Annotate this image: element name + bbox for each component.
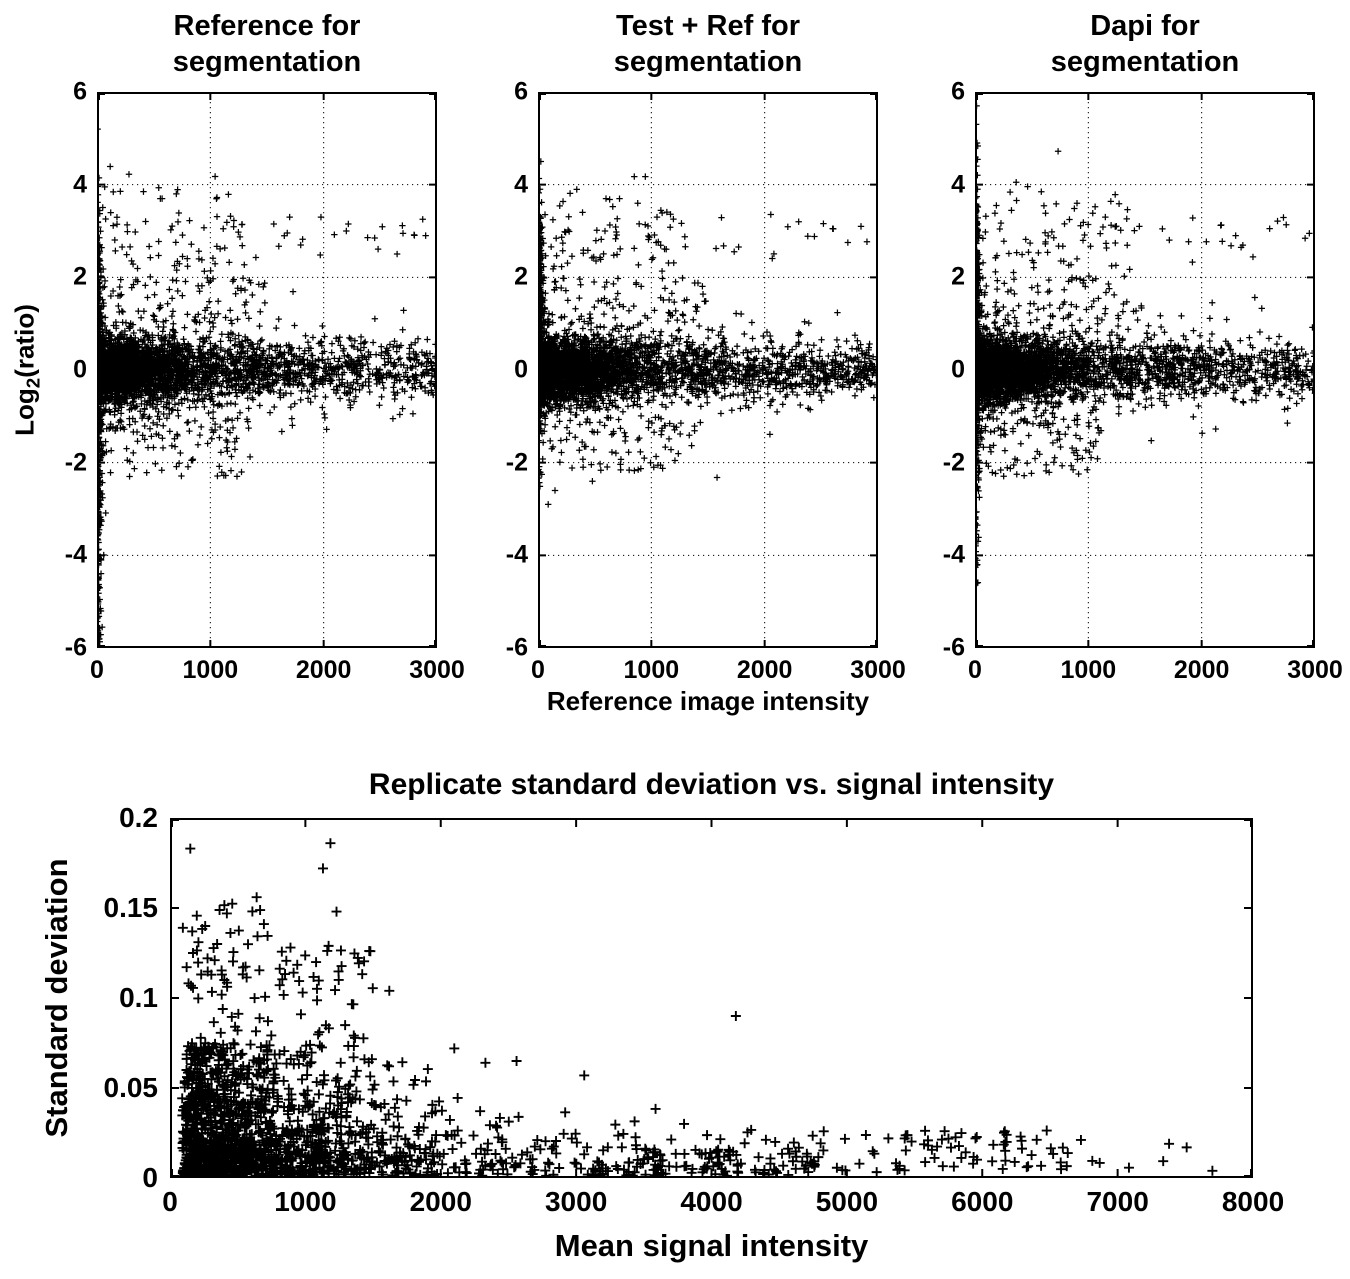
y-tick-label: 0.15 [103,892,159,923]
y-axis-label-standard-deviation: Standard deviation [39,858,74,1138]
y-tick-label: 0 [73,355,87,384]
x-tick-label: 2000 [1173,656,1230,684]
scatter-canvas-reference [97,92,437,648]
scatter-plot-test-ref: Test + Ref for segmentation -6 -4 -2 0 2 4 6 0 1… [506,10,906,685]
y-tick-label: -2 [942,448,965,477]
x-tick-label: 0 [968,656,982,684]
chart-title-replicate-sd: Replicate standard deviation vs. signal … [368,768,1055,801]
x-tick-label: 3000 [850,656,906,684]
scatter-plot-replicate-sd: Replicate standard deviation vs. signal … [104,768,1285,1263]
scatter-canvas-dapi [975,92,1315,648]
scatter-plot-dapi: Dapi for segmentation -6 -4 -2 0 2 4 6 0 1000 200… [943,10,1343,685]
y-tick-label: 6 [514,77,528,106]
y-tick-label: 4 [514,170,528,199]
scatter-canvas-replicate-sd [170,818,1253,1178]
x-tick-label: 3000 [409,656,465,684]
ylabel-text: Log [9,388,40,436]
y-tick-label: 4 [951,170,965,199]
x-axis-label-reference-intensity: Reference image intensity [546,686,870,716]
y-axis-label-log2-ratio: Log2(ratio) [9,304,44,436]
x-tick-label: 1000 [1060,656,1117,684]
y-tick-label: -6 [505,633,528,662]
y-tick-label: -4 [64,540,87,569]
y-tick-label: 2 [514,262,528,291]
scatter-plot-reference: Reference for segmentation -6 -4 -2 0 2 4 6 0 10… [65,10,465,685]
y-tick-label: -6 [64,633,87,662]
x-tick-label: 1000 [182,656,239,684]
y-tick-label: 6 [951,77,965,106]
ylabel-suffix: (ratio) [9,304,40,378]
ylabel-subscript: 2 [22,377,44,389]
x-tick-label: 2000 [409,1186,472,1217]
y-tick-label: -6 [942,633,965,662]
scatter-canvas-test-ref [538,92,878,648]
x-tick-label: 7000 [1086,1186,1149,1217]
y-tick-label: -4 [942,540,965,569]
y-tick-label: 0 [514,355,528,384]
y-tick-label: 0.05 [103,1072,159,1103]
x-tick-label: 4000 [680,1186,743,1217]
chart-title-line1: Dapi for [1090,9,1200,42]
x-tick-label: 2000 [295,656,352,684]
chart-title-test-ref: Test + Ref for segmentation [614,8,803,81]
x-tick-label: 3000 [1287,656,1343,684]
y-tick-label: 0.1 [119,982,158,1013]
x-axis-label-mean-intensity: Mean signal intensity [554,1228,869,1263]
y-tick-label: 0.2 [119,802,158,833]
chart-title-line1: Reference for [173,9,361,42]
x-tick-label: 3000 [544,1186,608,1217]
chart-title-reference: Reference for segmentation [173,8,362,81]
x-tick-label: 0 [531,656,545,684]
x-tick-label: 8000 [1221,1186,1285,1217]
x-tick-label: 1000 [623,656,680,684]
y-tick-label: -2 [505,448,528,477]
y-tick-label: 2 [73,262,87,291]
y-tick-label: -4 [505,540,528,569]
x-tick-label: 0 [90,656,104,684]
x-tick-label: 1000 [274,1186,337,1217]
x-tick-label: 2000 [736,656,793,684]
y-tick-label: 0 [142,1162,158,1193]
y-tick-label: -2 [64,448,87,477]
x-tick-label: 0 [162,1186,178,1217]
x-tick-label: 5000 [815,1186,879,1217]
y-tick-label: 0 [951,355,965,384]
chart-title-line1: Test + Ref for [616,9,800,42]
chart-title-dapi: Dapi for segmentation [1051,8,1240,81]
chart-title-line2: segmentation [1050,45,1240,78]
chart-title-line2: segmentation [172,45,362,78]
chart-title-line2: segmentation [613,45,803,78]
y-tick-label: 2 [951,262,965,291]
y-tick-label: 6 [73,77,87,106]
y-tick-label: 4 [73,170,87,199]
x-tick-label: 6000 [951,1186,1014,1217]
